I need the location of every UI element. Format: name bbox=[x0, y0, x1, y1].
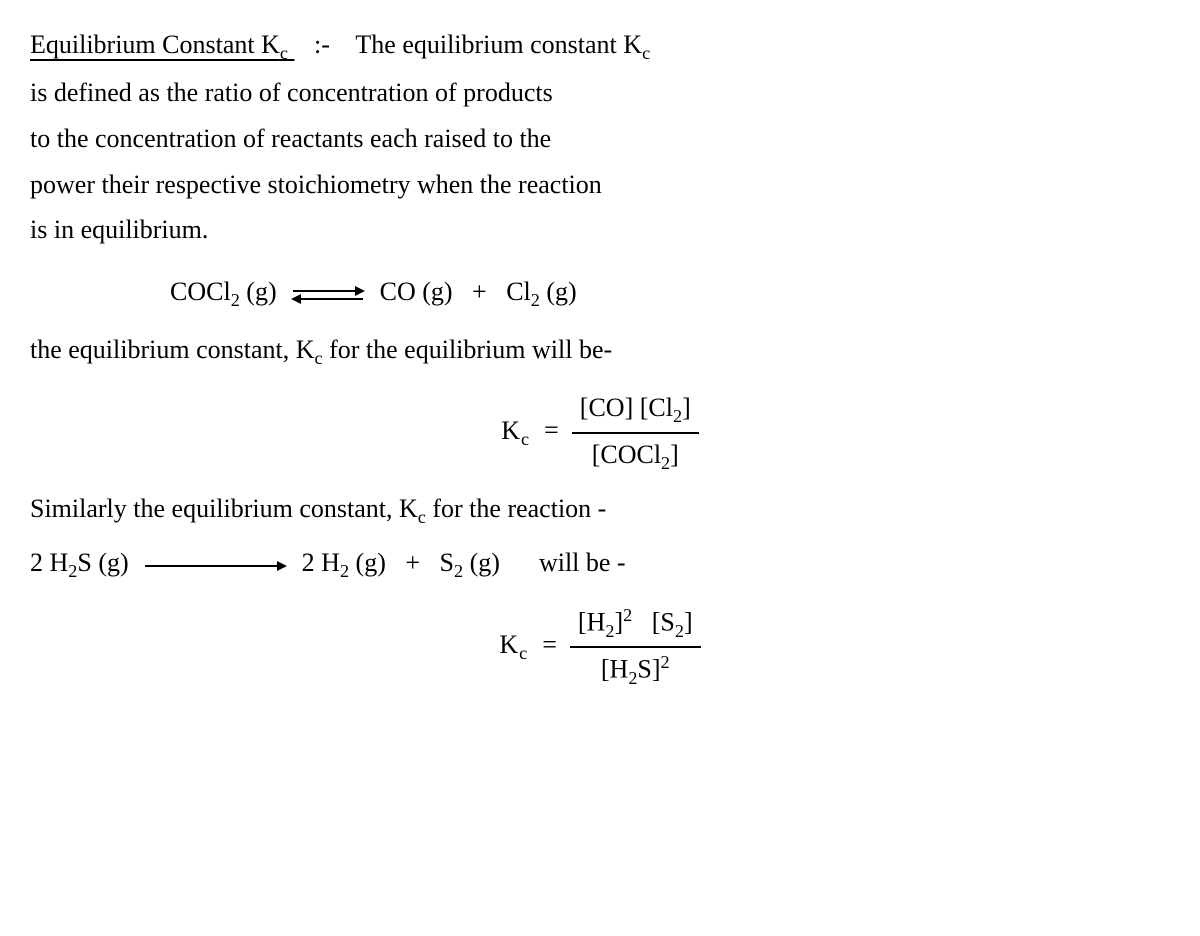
r2-lhs: H bbox=[50, 548, 69, 577]
page-title: Equilibrium Constant Kc bbox=[30, 30, 294, 59]
kc2-den2: S] bbox=[637, 654, 660, 683]
kc2-num-b: [S bbox=[652, 607, 675, 636]
kc2-intro-post: for the reaction - bbox=[426, 494, 606, 523]
kc2-num-b-close: ] bbox=[684, 607, 693, 636]
r1-lhs-state: (g) bbox=[246, 277, 276, 306]
reaction-2: 2 H2S (g) 2 H2 (g) + S2 (g) will be - bbox=[30, 542, 1170, 586]
kc1-intro-sub: c bbox=[315, 348, 323, 368]
equilibrium-arrow-icon bbox=[293, 284, 363, 304]
kc1-den: [COCl bbox=[592, 440, 661, 469]
definition-line-2: is defined as the ratio of concentration… bbox=[30, 72, 1170, 114]
kc2-numerator: [H2]2 [S2] bbox=[570, 601, 701, 648]
kc2-eq: = bbox=[542, 630, 557, 659]
r2-tail: will be - bbox=[539, 548, 626, 577]
kc1-num-b: [Cl bbox=[640, 393, 673, 422]
title-tail-sub: c bbox=[642, 43, 650, 63]
kc2-num-b-sub: 2 bbox=[675, 620, 684, 640]
r1-rhs2-sub: 2 bbox=[531, 290, 540, 310]
kc1-eq: = bbox=[544, 416, 559, 445]
kc2-lhs: Kc bbox=[499, 630, 535, 659]
kc2-num-a: [H bbox=[578, 607, 605, 636]
reaction-1: COCl2 (g) CO (g) + Cl2 (g) bbox=[30, 271, 1170, 315]
r2-lhs2: S bbox=[77, 548, 91, 577]
r1-rhs1: CO (g) bbox=[380, 277, 453, 306]
kc1-intro-pre: the equilibrium constant, K bbox=[30, 335, 315, 364]
heading-row: Equilibrium Constant Kc :- The equilibri… bbox=[30, 24, 1170, 68]
kc1-lhs-sym: K bbox=[501, 416, 521, 445]
r2-rhs2-state: (g) bbox=[470, 548, 500, 577]
definition-line-5: is in equilibrium. bbox=[30, 209, 1170, 251]
title-separator: :- bbox=[314, 30, 330, 59]
r1-plus: + bbox=[472, 277, 487, 306]
kc2-den-pow: 2 bbox=[661, 652, 670, 672]
r1-lhs-sub: 2 bbox=[231, 290, 240, 310]
kc1-equation: Kc = [CO] [Cl2] [COCl2] bbox=[30, 387, 1170, 478]
kc2-num-a-pow: 2 bbox=[623, 605, 632, 625]
r1-lhs: COCl bbox=[170, 277, 231, 306]
kc1-den-sub: 2 bbox=[661, 453, 670, 473]
kc2-equation: Kc = [H2]2 [S2] [H2S]2 bbox=[30, 601, 1170, 693]
title-tail: The equilibrium constant K bbox=[355, 30, 642, 59]
r2-rhs1: H bbox=[321, 548, 340, 577]
r2-lhs-coef: 2 bbox=[30, 548, 43, 577]
r1-rhs2-state: (g) bbox=[546, 277, 576, 306]
kc1-num-b-sub: 2 bbox=[673, 407, 682, 427]
r2-plus: + bbox=[405, 548, 420, 577]
title-text: Equilibrium Constant K bbox=[30, 30, 280, 59]
kc2-lhs-sym: K bbox=[499, 630, 519, 659]
kc1-fraction: [CO] [Cl2] [COCl2] bbox=[572, 387, 699, 478]
kc2-den: [H bbox=[601, 654, 628, 683]
kc2-intro-sub: c bbox=[418, 507, 426, 527]
title-sub: c bbox=[280, 43, 288, 63]
forward-arrow-icon bbox=[145, 555, 285, 575]
kc1-lhs-sub: c bbox=[521, 429, 530, 449]
kc1-numerator: [CO] [Cl2] bbox=[572, 387, 699, 433]
r2-lhs-sub: 2 bbox=[68, 561, 77, 581]
definition-line-3: to the concentration of reactants each r… bbox=[30, 118, 1170, 160]
r2-rhs1-coef: 2 bbox=[302, 548, 315, 577]
kc1-intro-post: for the equilibrium will be- bbox=[323, 335, 613, 364]
kc1-num-b-close: ] bbox=[682, 393, 691, 422]
kc2-fraction: [H2]2 [S2] [H2S]2 bbox=[570, 601, 701, 693]
kc2-num-a-close: ] bbox=[614, 607, 623, 636]
r2-rhs2: S bbox=[440, 548, 454, 577]
r2-rhs1-state: (g) bbox=[356, 548, 386, 577]
kc1-den-close: ] bbox=[670, 440, 679, 469]
r2-rhs2-sub: 2 bbox=[454, 561, 463, 581]
definition-line-4: power their respective stoichiometry whe… bbox=[30, 164, 1170, 206]
kc1-denominator: [COCl2] bbox=[572, 434, 699, 478]
handwritten-notes-page: Equilibrium Constant Kc :- The equilibri… bbox=[0, 0, 1200, 723]
kc2-intro: Similarly the equilibrium constant, Kc f… bbox=[30, 488, 1170, 532]
r2-lhs-state: (g) bbox=[98, 548, 128, 577]
kc2-denominator: [H2S]2 bbox=[570, 648, 701, 693]
kc2-lhs-sub: c bbox=[519, 643, 528, 663]
kc1-num-a: [CO] bbox=[580, 393, 633, 422]
kc1-intro: the equilibrium constant, Kc for the equ… bbox=[30, 329, 1170, 373]
r2-rhs1-sub: 2 bbox=[340, 561, 349, 581]
kc1-lhs: Kc bbox=[501, 416, 537, 445]
kc2-intro-pre: Similarly the equilibrium constant, K bbox=[30, 494, 418, 523]
r1-rhs2: Cl bbox=[506, 277, 531, 306]
